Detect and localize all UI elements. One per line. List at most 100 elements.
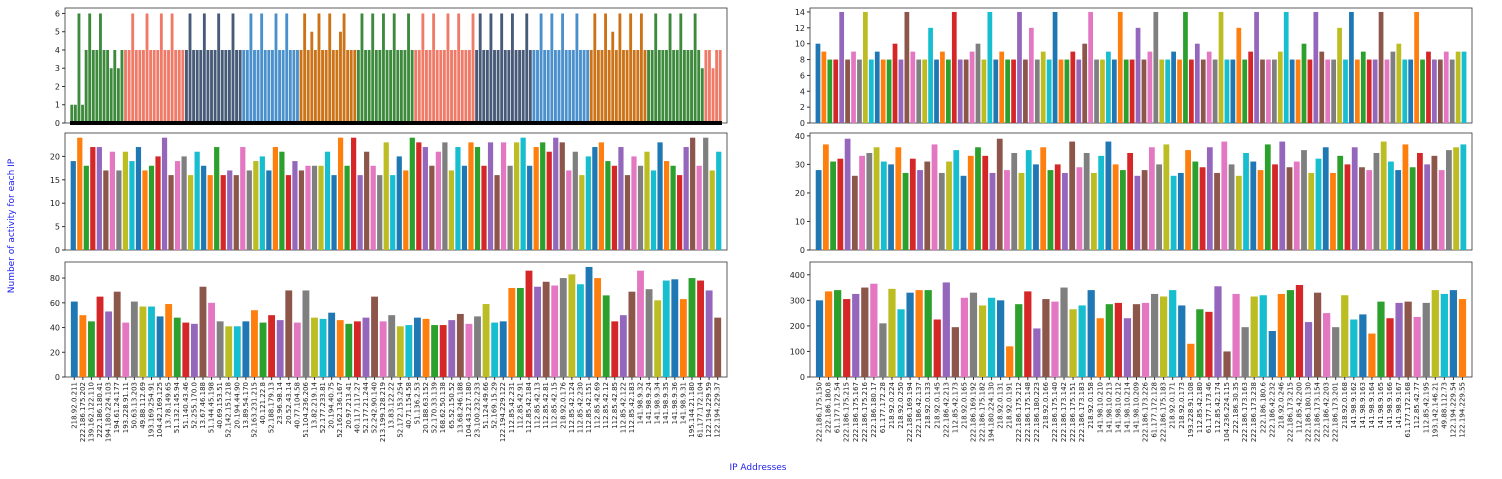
bar (1060, 287, 1068, 377)
bar (342, 13, 346, 124)
bar (969, 292, 978, 377)
bar (644, 151, 650, 250)
bar (174, 49, 178, 123)
bar (331, 175, 337, 250)
bar (596, 49, 600, 123)
bar (1147, 51, 1153, 123)
x-tick-label: 122.194.229.54 (1449, 381, 1457, 437)
bar (1091, 172, 1097, 250)
x-tick-label: 13.67.46.188 (199, 382, 207, 429)
bar (88, 321, 95, 377)
bar (931, 144, 938, 250)
bar (353, 49, 357, 123)
bar (207, 175, 213, 250)
bar (1264, 144, 1271, 250)
bar (1257, 170, 1264, 250)
bar (671, 279, 679, 377)
bar (1148, 147, 1155, 250)
bar (690, 49, 693, 123)
bar (161, 137, 168, 250)
bar (1070, 51, 1076, 123)
y-tick-label: 400 (790, 271, 805, 280)
x-tick-label: 141.98.9.34 (654, 381, 662, 424)
bar (220, 175, 226, 250)
bar (1295, 285, 1304, 377)
bar (1111, 59, 1117, 123)
y-axis-label: Number of activity for each IP (7, 158, 17, 293)
bar (892, 43, 898, 124)
bar (1384, 59, 1390, 123)
bar (1283, 11, 1289, 124)
bar (704, 49, 708, 123)
bar (253, 161, 259, 250)
bar (618, 147, 624, 250)
bar (487, 142, 494, 250)
x-tick-label: 61.177.172.54 (834, 381, 842, 433)
x-tick-label: 222.186.173.226 (1142, 381, 1150, 442)
bar (571, 49, 575, 123)
bar (1034, 59, 1040, 123)
bar (302, 290, 310, 377)
bar (1058, 59, 1064, 123)
bar (593, 13, 597, 124)
bar (1112, 164, 1119, 250)
bar (888, 288, 896, 377)
bar (1192, 161, 1199, 250)
x-tick-label: 222.186.175.202 (79, 382, 87, 442)
bar (296, 49, 299, 123)
bar (1354, 59, 1360, 123)
x-tick-label: 222.186.173.142 (1060, 382, 1068, 442)
bar (507, 165, 513, 250)
bar (396, 49, 400, 123)
bar (102, 49, 106, 123)
y-tick-label: 6 (800, 71, 805, 80)
x-tick-label: 141.98.10.210 (1096, 382, 1104, 433)
bar (353, 321, 361, 377)
bar (668, 13, 672, 124)
bar (628, 291, 636, 377)
bar (208, 302, 215, 377)
bar (631, 156, 637, 250)
x-tick-label: 122.194.229.122 (499, 382, 507, 442)
bar (650, 170, 657, 250)
bar (374, 49, 378, 123)
bar (870, 283, 878, 377)
bar (647, 49, 650, 123)
bar (839, 11, 845, 124)
x-tick-label: 193.228.91.108 (1187, 382, 1195, 438)
bar (1171, 51, 1176, 123)
x-tick-label: 112.85.42.184 (525, 381, 533, 433)
bar (383, 142, 389, 250)
bar (572, 151, 578, 250)
bar (516, 287, 524, 377)
bar (861, 287, 869, 377)
x-tick-label: 222.186.175.215 (843, 382, 851, 442)
x-tick-label: 122.194.229.55 (1458, 382, 1466, 438)
bar (536, 49, 539, 123)
bar (1286, 167, 1293, 250)
x-tick-label: 222.186.173.154 (1314, 381, 1322, 442)
plot-frame (809, 7, 1473, 124)
bar (417, 49, 421, 123)
bar (389, 49, 393, 123)
y-tick-label: 300 (790, 296, 805, 305)
bar (500, 142, 507, 250)
bar (1096, 318, 1104, 377)
bar (1106, 51, 1111, 123)
bar (696, 165, 702, 250)
bar (1395, 170, 1402, 250)
x-tick-label: 104.236.224.115 (1223, 382, 1231, 442)
bar (815, 300, 824, 377)
bar (1243, 152, 1249, 250)
y-tick-label: 5 (55, 28, 60, 37)
bar (636, 49, 640, 123)
bar (568, 49, 572, 123)
x-tick-label: 218.92.0.191 (1006, 382, 1014, 429)
bar (1461, 51, 1467, 123)
bar (142, 49, 145, 123)
bar (705, 290, 713, 377)
bar (559, 278, 567, 377)
bar (675, 49, 679, 123)
bar (1413, 316, 1421, 377)
y-tick-label: 10 (795, 217, 805, 226)
